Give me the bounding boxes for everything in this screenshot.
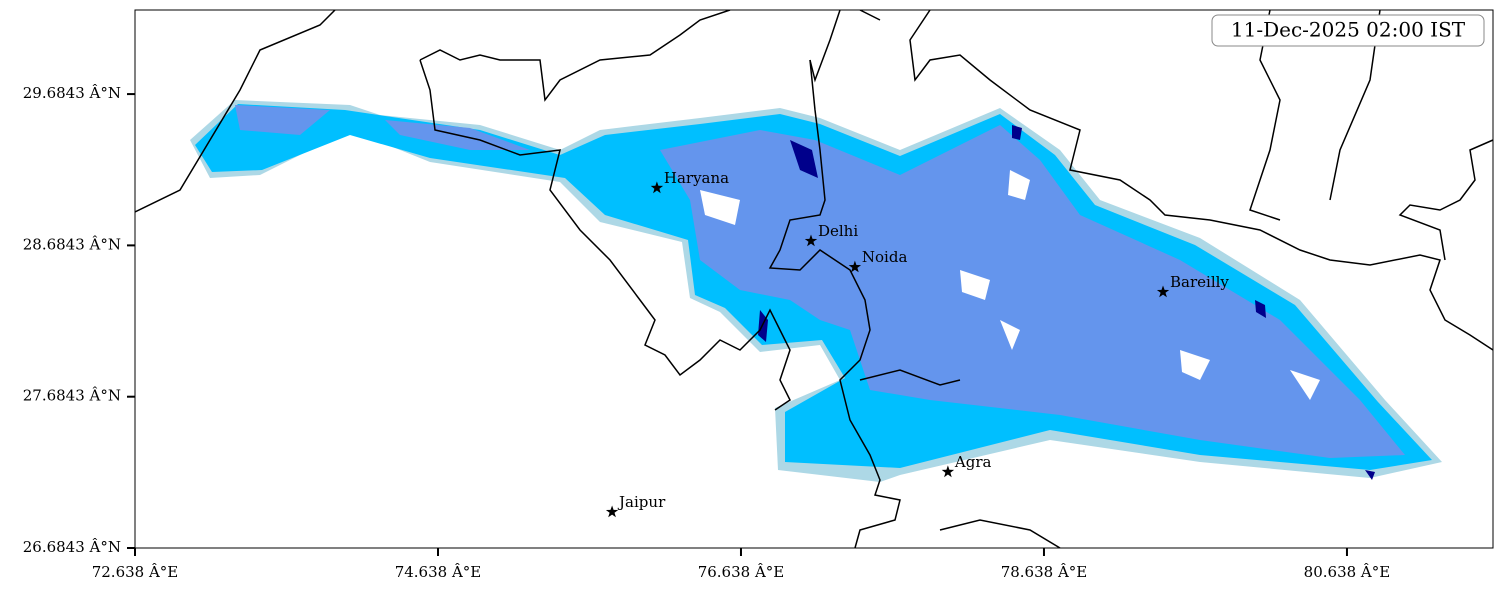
city-label: Haryana bbox=[664, 169, 729, 187]
boundary bbox=[1249, 10, 1493, 261]
city-marker bbox=[650, 181, 664, 194]
x-tick-label: 78.638 Â°E bbox=[1001, 563, 1088, 581]
city-label: Delhi bbox=[818, 222, 858, 240]
boundaries bbox=[135, 10, 1493, 548]
y-tick-label: 29.6843 Â°N bbox=[23, 84, 121, 102]
x-tick-label: 74.638 Â°E bbox=[395, 563, 482, 581]
city-marker bbox=[1156, 285, 1170, 298]
city-marker bbox=[804, 234, 818, 247]
boundary bbox=[768, 59, 901, 548]
city-label: Bareilly bbox=[1170, 273, 1229, 291]
x-tick-label: 72.638 Â°E bbox=[92, 563, 179, 581]
y-tick-label: 27.6843 Â°N bbox=[23, 387, 121, 405]
rain-field bbox=[190, 100, 1442, 482]
boundary bbox=[419, 10, 791, 411]
city-marker bbox=[941, 465, 955, 478]
rain-heavy bbox=[660, 125, 1405, 458]
rain-heavy bbox=[235, 105, 530, 150]
map-title: 11-Dec-2025 02:00 IST bbox=[1231, 18, 1466, 42]
boundary bbox=[135, 10, 336, 213]
city-label: Agra bbox=[954, 453, 992, 471]
y-tick-label: 26.6843 Â°N bbox=[23, 538, 121, 556]
x-tick-label: 80.638 Â°E bbox=[1304, 563, 1391, 581]
plot-frame bbox=[134, 9, 1494, 549]
title-box bbox=[1211, 14, 1485, 47]
x-tick-label: 76.638 Â°E bbox=[698, 563, 785, 581]
y-tick-label: 28.6843 Â°N bbox=[23, 235, 121, 253]
city-marker bbox=[605, 505, 619, 518]
city-label: Jaipur bbox=[617, 493, 666, 511]
city-label: Noida bbox=[862, 248, 908, 266]
city-marker bbox=[848, 260, 862, 273]
boundary bbox=[809, 10, 1061, 548]
boundary bbox=[909, 10, 1493, 351]
